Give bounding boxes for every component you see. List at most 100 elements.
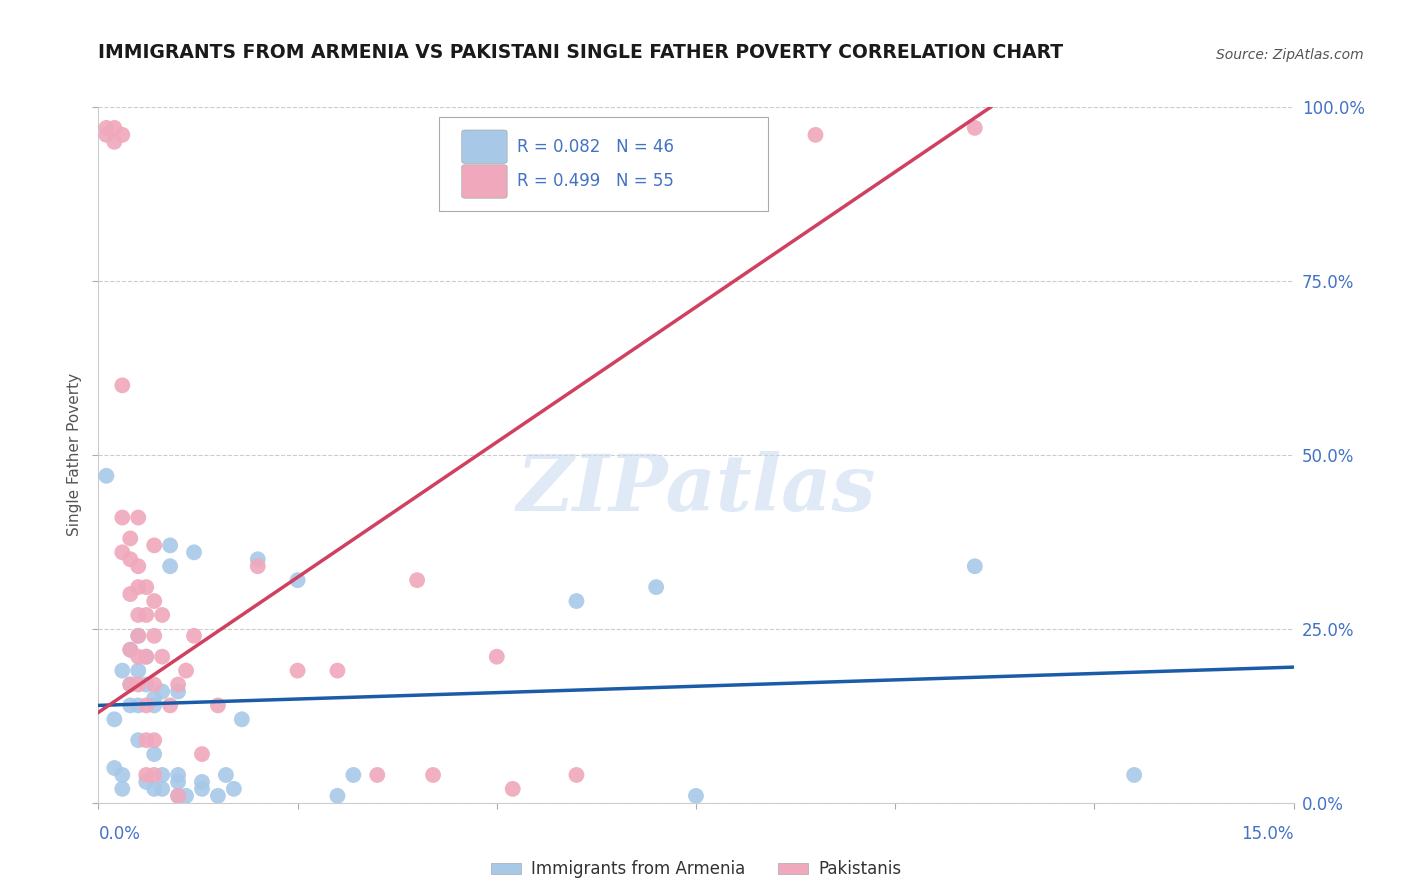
Point [96,468,118,483]
Point [167,775,190,789]
Point [191,775,214,789]
Point [167,677,190,691]
Point [167,768,190,782]
Point [366,768,388,782]
Point [127,629,149,643]
Point [96,128,118,142]
Point [167,789,190,803]
Point [326,664,349,678]
Point [685,789,707,803]
Point [724,128,747,142]
Point [963,120,986,135]
Point [143,781,166,796]
Point [143,698,166,713]
Point [645,580,668,594]
Point [159,698,181,713]
Point [103,120,125,135]
Y-axis label: Single Father Poverty: Single Father Poverty [66,374,82,536]
Point [1123,768,1146,782]
Point [150,781,173,796]
Point [135,649,157,664]
Text: IMMIGRANTS FROM ARMENIA VS PAKISTANI SINGLE FATHER POVERTY CORRELATION CHART: IMMIGRANTS FROM ARMENIA VS PAKISTANI SIN… [98,44,1063,62]
Text: 15.0%: 15.0% [1241,825,1294,843]
Point [111,664,134,678]
Point [342,768,364,782]
Point [120,642,142,657]
Point [111,768,134,782]
Point [111,378,134,392]
Point [143,747,166,761]
Point [111,510,134,524]
Text: 0.0%: 0.0% [98,825,141,843]
Point [222,781,245,796]
Point [159,559,181,574]
Point [135,677,157,691]
Point [326,789,349,803]
Text: R = 0.082   N = 46: R = 0.082 N = 46 [517,137,673,156]
Point [135,607,157,622]
Point [215,768,238,782]
Point [167,684,190,698]
Point [103,135,125,149]
Point [120,552,142,566]
Point [135,649,157,664]
Point [963,559,986,574]
Point [231,712,253,726]
Point [150,649,173,664]
FancyBboxPatch shape [461,130,508,163]
Point [485,649,508,664]
Point [645,128,668,142]
Point [406,573,429,587]
Point [127,510,149,524]
Point [111,128,134,142]
Point [96,120,118,135]
Point [287,573,309,587]
Point [565,594,588,608]
Point [174,664,197,678]
Point [127,664,149,678]
Point [143,677,166,691]
Point [103,712,125,726]
Point [127,698,149,713]
Point [120,677,142,691]
Point [120,677,142,691]
Point [127,677,149,691]
Point [120,642,142,657]
Point [143,538,166,552]
Point [127,629,149,643]
Point [143,629,166,643]
Text: ZIPatlas: ZIPatlas [516,451,876,528]
Point [127,733,149,747]
Point [191,781,214,796]
Point [143,691,166,706]
Point [103,761,125,775]
Point [207,789,229,803]
Text: R = 0.499   N = 55: R = 0.499 N = 55 [517,172,673,191]
Point [287,664,309,678]
Point [150,607,173,622]
Point [207,698,229,713]
Legend: Immigrants from Armenia, Pakistanis: Immigrants from Armenia, Pakistanis [484,854,908,885]
Point [127,559,149,574]
Point [246,559,269,574]
Point [127,649,149,664]
Point [150,684,173,698]
Point [120,698,142,713]
FancyBboxPatch shape [439,118,768,211]
Point [183,629,205,643]
Point [111,781,134,796]
Point [135,580,157,594]
Point [120,532,142,546]
Point [135,733,157,747]
FancyBboxPatch shape [461,165,508,198]
Point [191,747,214,761]
Point [135,698,157,713]
Point [422,768,444,782]
Point [565,768,588,782]
Point [502,781,524,796]
Point [183,545,205,559]
Point [174,789,197,803]
Point [143,594,166,608]
Point [120,587,142,601]
Point [143,768,166,782]
